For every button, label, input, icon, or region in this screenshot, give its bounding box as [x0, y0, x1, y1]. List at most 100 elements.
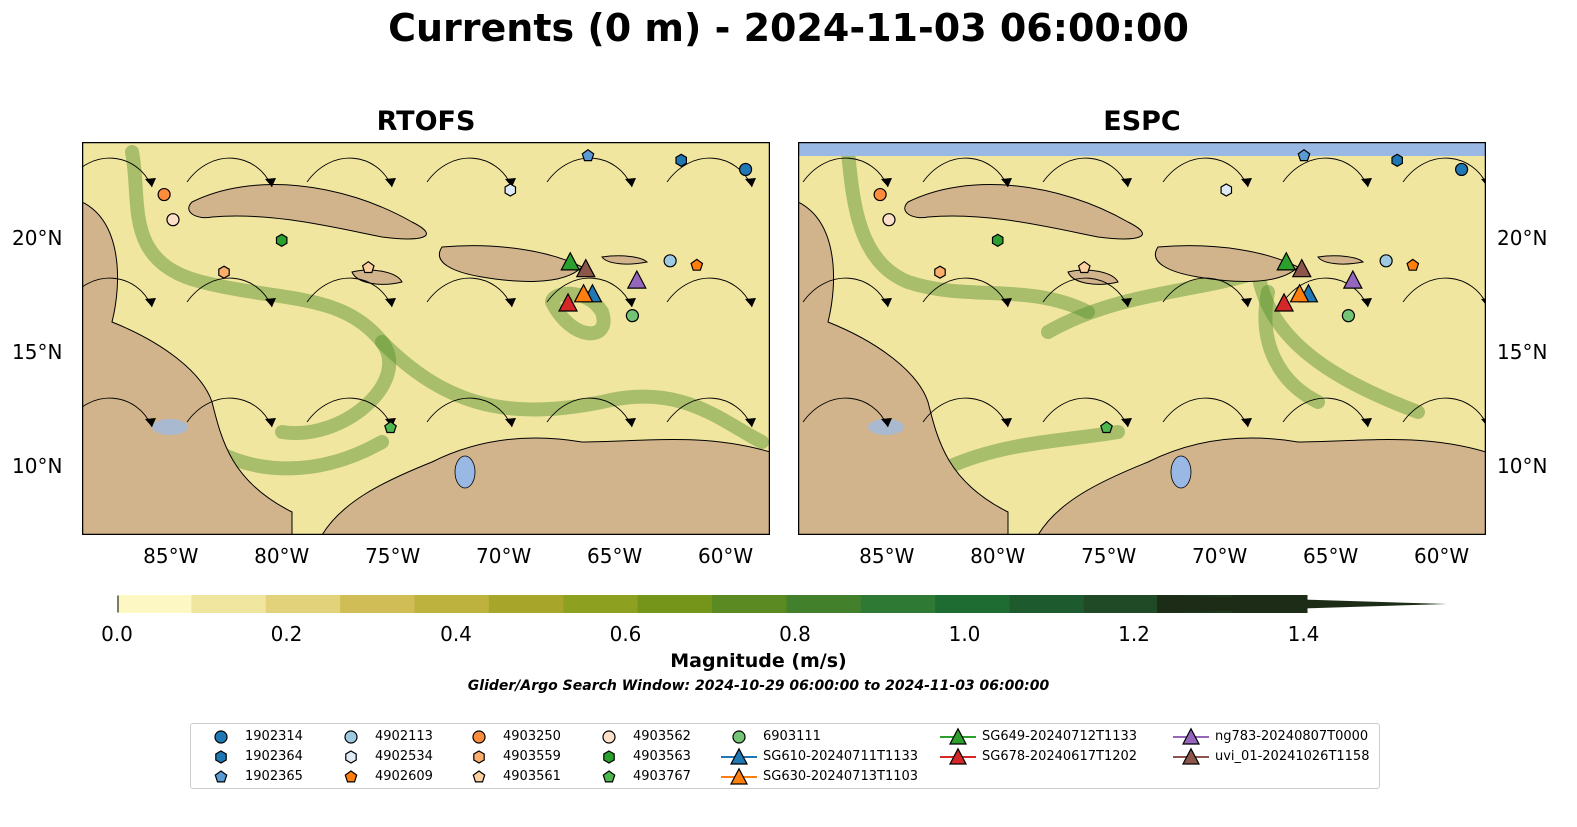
streamline: [306, 277, 393, 308]
strong-current-band: [841, 145, 1095, 319]
station-4902534: [1220, 183, 1233, 197]
legend-label: 4902609: [375, 769, 433, 784]
lat-tick-label: 20°N: [12, 225, 63, 250]
station-1902314: [1454, 162, 1469, 177]
strong-current-band: [545, 286, 611, 341]
station-4903562: [166, 213, 180, 227]
streamline-arrow: [1001, 298, 1012, 307]
streamline: [1282, 277, 1369, 308]
station-4903767: [384, 420, 397, 434]
station-4902609: [690, 258, 704, 271]
streamline-arrow: [1121, 418, 1132, 427]
colorbar-tick-label: 0.4: [440, 622, 472, 646]
colorbar: [117, 595, 1447, 613]
lake-maracaibo: [1170, 455, 1192, 489]
streamline: [546, 277, 633, 308]
streamline: [546, 157, 633, 188]
search-window-note: Glider/Argo Search Window: 2024-10-29 06…: [467, 678, 1050, 694]
streamline: [1042, 277, 1129, 308]
station-4903250: [157, 187, 171, 202]
station-4903559: [218, 265, 230, 279]
lon-tick-label: 75°W: [1081, 544, 1137, 568]
streamline: [546, 397, 633, 428]
colorbar-tick-label: 1.4: [1287, 622, 1320, 646]
land-cuba: [904, 184, 1143, 240]
colorbar-tick-label: 0.2: [270, 622, 303, 646]
streamline-arrow: [625, 298, 636, 307]
streamline: [426, 397, 513, 428]
legend-marker: [603, 750, 615, 764]
streamline: [1162, 157, 1249, 188]
lake-nicaragua: [152, 419, 188, 435]
colorbar-segment: [563, 595, 639, 613]
strong-current-band: [931, 425, 1125, 479]
station-1902364: [1391, 153, 1404, 167]
colorbar-segment: [712, 595, 787, 613]
streamline: [1282, 397, 1369, 428]
legend-label: 4902113: [375, 729, 433, 744]
streamline: [186, 277, 273, 308]
streamline: [82, 157, 153, 188]
lon-tick-label: 60°W: [1413, 544, 1470, 568]
station-sg649-20240712t1133: [560, 251, 581, 271]
station-uvi-01-20241026t1158: [1291, 258, 1312, 278]
lon-tick-label: 65°W: [1303, 544, 1359, 568]
streamline-arrow: [1241, 298, 1252, 307]
streamline: [306, 157, 393, 188]
colorbar-tick-label: 0.6: [609, 622, 642, 646]
legend-marker: [1182, 727, 1200, 745]
streamline: [1402, 277, 1486, 305]
station-4903561: [1077, 260, 1091, 274]
streamline-arrow: [881, 298, 892, 307]
streamline-arrow: [1001, 418, 1012, 427]
legend-label: SG630-20240713T1103: [763, 769, 919, 784]
colorbar-segment: [1083, 595, 1159, 613]
streamline: [666, 157, 753, 188]
colorbar-edge: [117, 595, 119, 613]
map-panel-rtofs: [82, 142, 770, 535]
colorbar-segment: [340, 595, 415, 613]
strong-current-band: [125, 145, 396, 441]
streamline: [802, 277, 889, 308]
panel-title-espc: ESPC: [1103, 106, 1181, 137]
colorbar-tick-label: 0.0: [101, 622, 133, 646]
streamline-arrow: [265, 418, 276, 427]
legend-marker: [730, 747, 748, 765]
streamline: [802, 397, 889, 428]
lon-tick-label: 75°W: [365, 544, 421, 568]
colorbar-tick-label: 1.2: [1118, 622, 1150, 646]
streamline: [1282, 157, 1369, 188]
lon-tick-label: 70°W: [476, 544, 532, 568]
colorbar-extend-arrow: [1157, 595, 1447, 613]
streamline-arrow: [385, 298, 396, 307]
legend-marker: [602, 770, 616, 783]
streamline-arrow: [505, 418, 516, 427]
land-cuba: [188, 184, 427, 240]
station-4903563: [991, 233, 1004, 247]
land-south-america: [321, 437, 770, 535]
legend-label: 4903767: [633, 769, 691, 784]
legend-label: SG649-20240712T1133: [982, 729, 1138, 744]
legend-marker: [344, 730, 358, 744]
main-title: Currents (0 m) - 2024-11-03 06:00:00: [388, 6, 1189, 50]
legend-marker: [949, 747, 967, 765]
streamline-arrow: [1361, 298, 1372, 307]
colorbar-segment: [860, 595, 936, 613]
colorbar-segment: [117, 595, 192, 613]
streamline-arrow: [745, 298, 756, 307]
streamline-arrow: [505, 298, 516, 307]
streamline-arrow: [881, 178, 892, 187]
legend-label: SG678-20240617T1202: [982, 749, 1138, 764]
legend-marker: [602, 730, 616, 744]
streamline: [306, 397, 393, 428]
lat-tick-label: 10°N: [1497, 454, 1548, 479]
map-panel-espc: [798, 142, 1486, 535]
streamline-arrow: [265, 298, 276, 307]
streamline-arrow: [505, 178, 516, 187]
strong-current-band: [375, 335, 769, 449]
streamline: [666, 397, 753, 428]
station-sg678-20240617t1202: [558, 292, 579, 312]
legend-label: 4903563: [633, 749, 691, 764]
station-4903767: [1100, 420, 1113, 434]
station-6903111: [625, 309, 640, 323]
